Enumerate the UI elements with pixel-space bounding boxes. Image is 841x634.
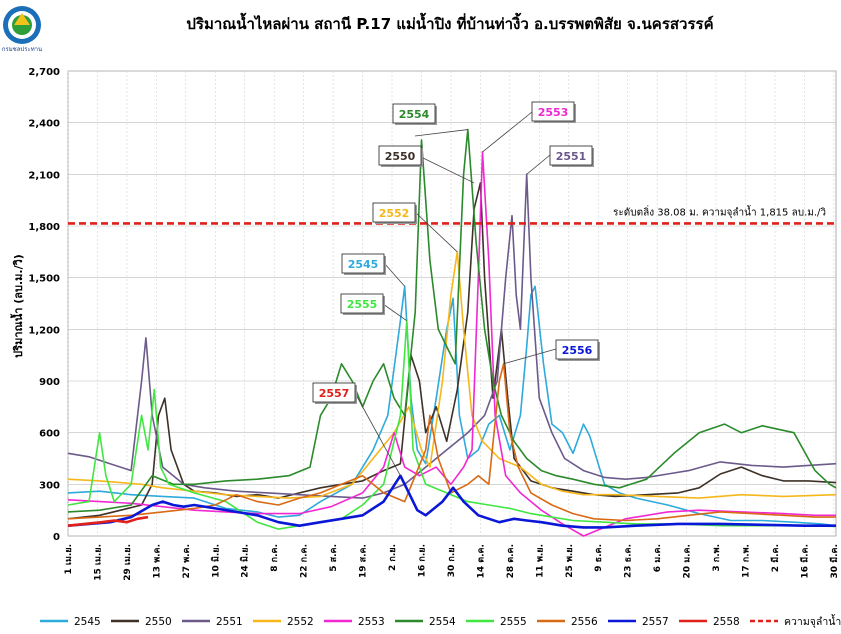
chart-title: ปริมาณน้ำไหลผ่าน สถานี P.17 แม่น้ำปิง ที… xyxy=(186,12,713,33)
royal-irrigation-seal-icon: กรมชลประทาน xyxy=(2,6,42,53)
svg-text:2553: 2553 xyxy=(358,616,385,628)
series-callouts: 2554 2553 2550 2551 2552 2545 2555 2556 2557 xyxy=(312,101,600,476)
y-tick-label: 0 xyxy=(53,532,60,543)
x-tick-label: 1 เม.ย. xyxy=(64,544,74,575)
y-tick-label: 1,200 xyxy=(28,325,60,336)
svg-text:ความจุลำน้ำ: ความจุลำน้ำ xyxy=(784,614,841,628)
series-line-2554 xyxy=(67,128,837,513)
x-tick-label: 25 พ.ย. xyxy=(565,544,575,578)
x-tick-label: 15 เม.ย. xyxy=(93,544,103,581)
y-tick-labels: 0 300 600 900 1,200 1,500 1,800 2,100 2,400 2,700 xyxy=(28,67,60,543)
callout-label: 2556 xyxy=(562,344,593,357)
legend: 2545 2550 2551 2552 2553 2554 2555 2556 2557 2558… xyxy=(40,614,841,628)
capacity-line: ระดับตลิ่ง 38.08 ม. ความจุลำน้ำ 1,815 ลบ… xyxy=(68,204,836,225)
legend-entry-2558: 2558 xyxy=(679,616,740,628)
callout-2551: 2551 xyxy=(526,145,594,175)
plot-area xyxy=(67,128,837,537)
series-line-2558 xyxy=(67,515,149,527)
svg-text:2545: 2545 xyxy=(74,616,101,628)
callout-label: 2551 xyxy=(556,150,587,163)
legend-entry-2555: 2555 xyxy=(466,616,527,628)
legend-entry-2557: 2557 xyxy=(608,616,669,628)
callout-2552: 2552 xyxy=(372,202,458,253)
x-tick-label: 30 ก.ย. xyxy=(447,544,457,577)
x-tick-label: 2 มี.ค. xyxy=(770,544,781,572)
y-tick-label: 2,700 xyxy=(28,67,60,78)
legend-entry-2553: 2553 xyxy=(324,616,385,628)
series-line-2556 xyxy=(67,363,836,522)
callout-2545: 2545 xyxy=(341,253,405,287)
callout-label: 2557 xyxy=(319,387,350,400)
x-tick-label: 6 ม.ค. xyxy=(653,544,663,572)
x-tick-label: 14 ต.ค. xyxy=(476,544,486,578)
svg-text:2552: 2552 xyxy=(287,616,314,628)
callout-2553: 2553 xyxy=(482,101,576,153)
y-tick-label: 1,500 xyxy=(28,274,60,285)
x-tick-label: 3 ก.พ. xyxy=(712,544,722,572)
x-tick-label: 9 ธ.ค. xyxy=(594,544,604,572)
x-tick-label: 20 ม.ค. xyxy=(683,544,693,578)
y-axis-label: ปริมาณน้ำ (ลบ.ม./วิ) xyxy=(10,254,25,358)
x-tick-label: 27 พ.ค. xyxy=(182,544,192,578)
svg-text:2555: 2555 xyxy=(500,616,527,628)
series-line-2555 xyxy=(67,319,837,530)
callout-label: 2555 xyxy=(347,298,378,311)
callout-label: 2554 xyxy=(399,108,430,121)
x-tick-label: 29 เม.ย. xyxy=(123,544,133,581)
x-tick-label: 24 มิ.ย. xyxy=(240,544,251,578)
y-tick-label: 2,400 xyxy=(28,119,60,130)
x-tick-label: 17 ก.พ. xyxy=(742,544,752,578)
callout-2556: 2556 xyxy=(503,339,600,365)
legend-entry-2552: 2552 xyxy=(253,616,314,628)
callout-2554: 2554 xyxy=(392,103,468,137)
callout-label: 2553 xyxy=(538,106,569,119)
x-tick-label: 28 ต.ค. xyxy=(506,544,516,578)
svg-text:2551: 2551 xyxy=(216,616,243,628)
x-tick-label: 19 ส.ค. xyxy=(359,544,369,578)
x-tick-label: 13 พ.ค. xyxy=(152,544,162,578)
y-tick-label: 600 xyxy=(39,429,60,440)
x-tick-label: 23 ธ.ค. xyxy=(624,544,634,578)
legend-entry-2554: 2554 xyxy=(395,616,456,628)
callout-label: 2552 xyxy=(379,207,410,220)
legend-entry-2556: 2556 xyxy=(537,616,598,628)
y-tick-label: 1,800 xyxy=(28,222,60,233)
x-tick-label: 22 ก.ค. xyxy=(300,544,310,578)
x-tick-label: 2 ก.ย. xyxy=(388,544,398,571)
y-tick-label: 300 xyxy=(39,480,60,491)
logo-text: กรมชลประทาน xyxy=(2,46,42,53)
x-tick-label: 10 มิ.ย. xyxy=(210,544,221,578)
capacity-annotation: ระดับตลิ่ง 38.08 ม. ความจุลำน้ำ 1,815 ลบ… xyxy=(613,204,826,218)
x-tick-label: 30 มี.ค. xyxy=(829,544,840,578)
svg-text:2557: 2557 xyxy=(642,616,669,628)
callout-2555: 2555 xyxy=(340,293,407,322)
series-line-2552 xyxy=(67,251,837,499)
y-tick-label: 900 xyxy=(39,377,60,388)
x-tick-labels: 1 เม.ย. 15 เม.ย. 29 เม.ย. 13 พ.ค. 27 พ.ค. 10 … xyxy=(64,544,840,581)
legend-entry-2551: 2551 xyxy=(182,616,243,628)
x-tick-label: 8 ก.ค. xyxy=(270,544,280,572)
svg-text:2554: 2554 xyxy=(429,616,456,628)
svg-text:2556: 2556 xyxy=(571,616,598,628)
svg-text:2550: 2550 xyxy=(145,616,172,628)
series-line-2557 xyxy=(67,474,836,529)
series-line-2550 xyxy=(67,182,837,520)
x-tick-label: 16 มี.ค. xyxy=(799,544,810,578)
x-tick-label: 11 พ.ย. xyxy=(535,544,545,578)
legend-entry-capacity: ความจุลำน้ำ xyxy=(750,614,841,628)
svg-text:2558: 2558 xyxy=(713,616,740,628)
x-tick-label: 5 ส.ค. xyxy=(329,544,339,572)
legend-entry-2550: 2550 xyxy=(111,616,172,628)
y-tick-label: 2,100 xyxy=(28,170,60,181)
series-line-2545 xyxy=(67,285,837,527)
callout-2557: 2557 xyxy=(312,382,401,476)
legend-entry-2545: 2545 xyxy=(40,616,101,628)
callout-label: 2545 xyxy=(348,258,379,271)
x-tick-label: 16 ก.ย. xyxy=(417,544,427,577)
callout-2550: 2550 xyxy=(378,145,475,184)
callout-label: 2550 xyxy=(385,150,416,163)
